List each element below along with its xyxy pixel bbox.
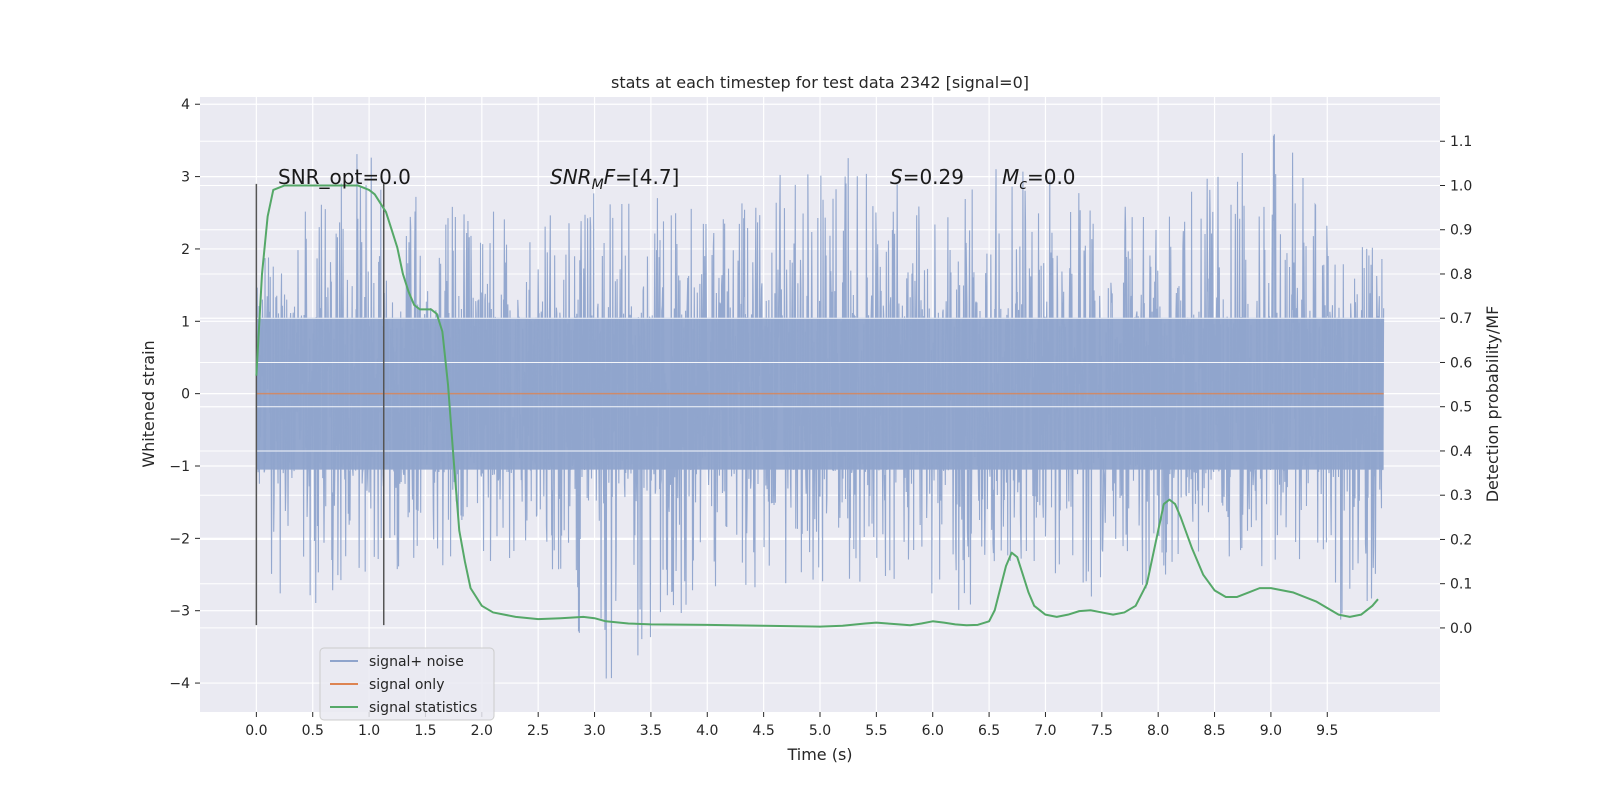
- y-tick-label: 3: [181, 170, 190, 186]
- mc-subscript: c: [1019, 177, 1027, 193]
- mc-symbol: M: [1002, 165, 1019, 189]
- y2-tick-label: 0.4: [1450, 444, 1472, 460]
- y2-tick-label: 0.3: [1450, 488, 1472, 504]
- x-tick-label: 4.5: [753, 723, 775, 739]
- signal-statistics-series: [255, 184, 1379, 628]
- mc-value: =0.0: [1027, 165, 1076, 189]
- x-tick-label: 7.5: [1091, 723, 1113, 739]
- s-symbol: S: [890, 165, 903, 189]
- x-tick-label: 9.5: [1316, 723, 1338, 739]
- x-tick-label: 1.0: [358, 723, 380, 739]
- x-tick-label: 1.5: [414, 723, 436, 739]
- y-axis-label: Whitened strain: [139, 340, 158, 467]
- y-tick-label: −1: [169, 459, 190, 475]
- y2-tick-label: 0.2: [1450, 532, 1472, 548]
- y2-tick-label: 0.6: [1450, 355, 1472, 371]
- x-tick-label: 3.0: [583, 723, 605, 739]
- legend: signal+ noise signal only signal statist…: [319, 647, 495, 721]
- y-tick-label: 2: [181, 242, 190, 258]
- y-axis-ticks: −4 −3 −2 −1 0 1 2 3 4: [169, 97, 200, 692]
- y2-tick-label: 1.1: [1450, 134, 1472, 150]
- legend-label-signal-noise: signal+ noise: [369, 654, 464, 670]
- s-value: =0.29: [903, 165, 964, 189]
- annotation-mc: Mc=0.0: [1002, 165, 1076, 193]
- snr-mf-rest-italic: F: [604, 165, 616, 189]
- x-tick-label: 6.5: [978, 723, 1000, 739]
- x-tick-label: 8.5: [1203, 723, 1225, 739]
- x-tick-label: 3.5: [640, 723, 662, 739]
- annotation-snr-mf: SNRMF=[4.7]: [550, 165, 679, 193]
- y-tick-label: 0: [181, 387, 190, 403]
- vertical-markers: [255, 183, 385, 626]
- y-tick-label: 4: [181, 97, 190, 113]
- legend-box: [319, 647, 495, 721]
- signal-statistics-line: [255, 184, 1379, 628]
- x-tick-label: 0.0: [245, 723, 267, 739]
- right-y-axis-label: Detection probability/MF: [1483, 306, 1502, 503]
- x-tick-label: 8.0: [1147, 723, 1169, 739]
- y-tick-label: 1: [181, 314, 190, 330]
- annotation-snr-opt: SNR_opt=0.0: [278, 165, 411, 189]
- snr-mf-base: SNR: [550, 165, 592, 189]
- x-tick-label: 2.0: [471, 723, 493, 739]
- y2-tick-label: 0.1: [1450, 577, 1472, 593]
- y-tick-label: −4: [169, 676, 190, 692]
- y2-tick-label: 0.9: [1450, 223, 1472, 239]
- y-tick-label: −3: [169, 604, 190, 620]
- y2-tick-label: 0.8: [1450, 267, 1472, 283]
- y2-tick-label: 1.0: [1450, 178, 1472, 194]
- chart-title: stats at each timestep for test data 234…: [611, 73, 1029, 92]
- y2-tick-label: 0.7: [1450, 311, 1472, 327]
- right-y-axis-ticks: 0.0 0.1 0.2 0.3 0.4 0.5 0.6 0.7 0.8 0.9 1.0 1.1: [1440, 134, 1472, 637]
- x-tick-label: 7.0: [1034, 723, 1056, 739]
- x-axis-ticks: 0.0 0.5 1.0 1.5 2.0 2.5 3.0 3.5 4.0 4.5 5.0 5.5 6.0 6…: [245, 712, 1338, 739]
- x-axis-label: Time (s): [786, 745, 852, 764]
- y2-tick-label: 0.0: [1450, 621, 1472, 637]
- x-tick-label: 2.5: [527, 723, 549, 739]
- y2-tick-label: 0.5: [1450, 400, 1472, 416]
- x-tick-label: 5.5: [865, 723, 887, 739]
- x-tick-label: 0.5: [302, 723, 324, 739]
- y-tick-label: −2: [169, 531, 190, 547]
- snr-mf-value: =[4.7]: [615, 165, 679, 189]
- legend-label-signal-only: signal only: [369, 677, 444, 693]
- x-tick-label: 6.0: [922, 723, 944, 739]
- signal-noise-line: [255, 134, 1385, 679]
- x-tick-label: 4.0: [696, 723, 718, 739]
- annotation-s: S=0.29: [890, 165, 964, 189]
- x-tick-label: 5.0: [809, 723, 831, 739]
- x-tick-label: 9.0: [1260, 723, 1282, 739]
- snr-mf-subscript: M: [592, 177, 604, 193]
- legend-label-signal-statistics: signal statistics: [369, 700, 477, 716]
